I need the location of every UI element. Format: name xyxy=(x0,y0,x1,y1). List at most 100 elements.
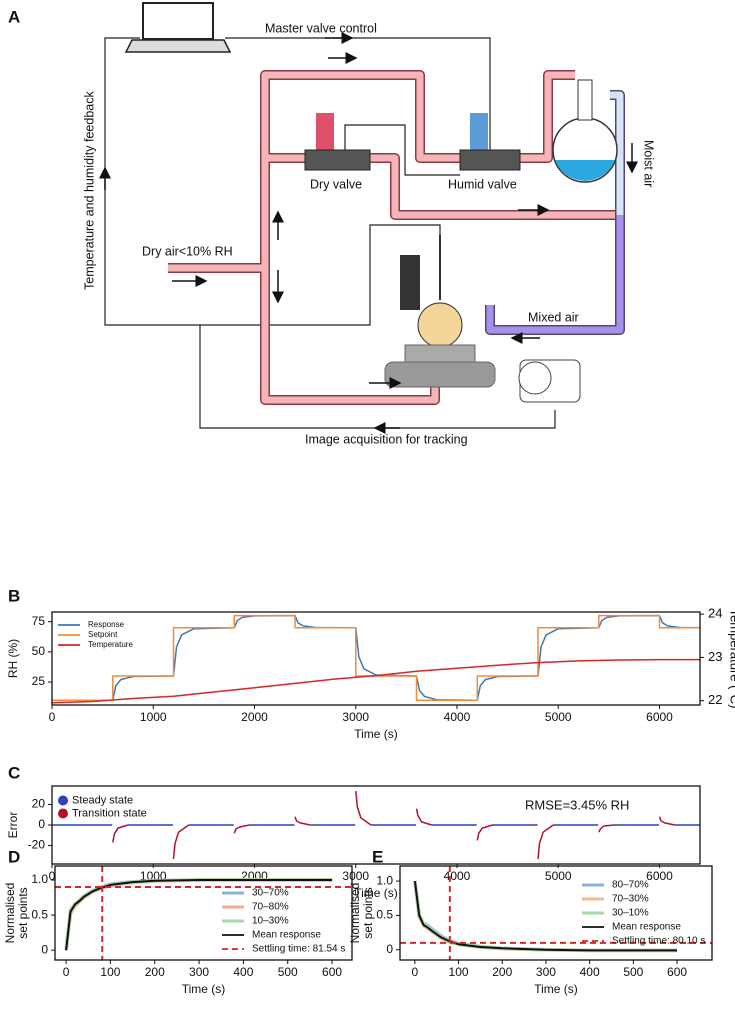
diagram-label: Temperature and humidity feedback xyxy=(82,91,96,290)
panel-label: D xyxy=(8,847,20,866)
x-axis-label: Time (s) xyxy=(182,982,226,996)
x-tick-label: 500 xyxy=(278,965,298,979)
plot-frame xyxy=(51,785,701,865)
panel-label: A xyxy=(8,7,20,26)
legend-label: 70–80% xyxy=(252,902,289,913)
diagram-label: Image acquisition for tracking xyxy=(305,432,468,446)
x-tick-label: 0 xyxy=(49,710,56,724)
y-tick-label: 75 xyxy=(32,614,46,628)
diagram-label: Dry valve xyxy=(310,177,362,191)
plot-frame xyxy=(51,611,701,706)
panel-label: C xyxy=(8,763,20,782)
legend-label: 70–30% xyxy=(612,894,649,905)
y-tick-label: 1.0 xyxy=(31,872,48,886)
x-axis-label: Time (s) xyxy=(354,727,398,741)
diagram-label: Moist air xyxy=(642,140,656,187)
diagram-label: Dry air<10% RH xyxy=(142,244,233,258)
series-line xyxy=(52,658,700,704)
legend-label: Response xyxy=(88,620,125,629)
y-tick-label: -20 xyxy=(28,838,46,852)
x-tick-label: 200 xyxy=(145,965,165,979)
legend-marker xyxy=(58,795,68,806)
annotation: RMSE=3.45% RH xyxy=(525,797,629,812)
humid-valve xyxy=(459,149,521,171)
y-tick-label: 50 xyxy=(32,644,46,658)
x-tick-label: 500 xyxy=(623,965,643,979)
x-axis-label: Time (s) xyxy=(534,982,578,996)
x-tick-label: 4000 xyxy=(444,869,471,883)
setup-diagram: A Master valve control Tem xyxy=(8,2,656,446)
legend-marker xyxy=(58,808,68,819)
pipes xyxy=(168,70,625,405)
legend-label: 80–70% xyxy=(612,880,649,891)
x-tick-label: 5000 xyxy=(545,710,572,724)
y2-tick-label: 24 xyxy=(708,606,722,621)
y2-tick-label: 23 xyxy=(708,649,722,664)
stand xyxy=(400,255,420,310)
valve-coil xyxy=(316,113,334,150)
y-tick-label: 20 xyxy=(32,797,46,811)
y-axis-label: RH (%) xyxy=(6,639,20,678)
x-tick-label: 400 xyxy=(233,965,253,979)
y-tick-label: 25 xyxy=(32,674,46,688)
pipe-mixed xyxy=(486,215,624,334)
legend-label: Transition state xyxy=(72,807,147,819)
image-wire xyxy=(199,325,556,429)
legend-label: Mean response xyxy=(612,922,681,933)
y-tick-label: 1.0 xyxy=(376,873,393,887)
laptop-screen xyxy=(142,2,214,40)
x-tick-label: 4000 xyxy=(444,710,471,724)
diagram-label: Mixed air xyxy=(528,310,579,324)
legend-label: Steady state xyxy=(72,794,133,806)
plot: D 0 100 200 300 400 500 600 0 0.5 1.0 Time (s) Norma… xyxy=(3,847,353,996)
x-tick-label: 6000 xyxy=(646,710,673,724)
laptop-base xyxy=(124,39,232,53)
x-tick-label: 6000 xyxy=(646,869,673,883)
series-line xyxy=(52,614,700,701)
legend-label: 30–10% xyxy=(612,908,649,919)
panel-label: B xyxy=(8,586,20,605)
arrows xyxy=(99,32,638,434)
diagram-label: Humid valve xyxy=(448,177,517,191)
y-tick-label: 0 xyxy=(41,942,48,956)
y-tick-label: 0 xyxy=(386,942,393,956)
water xyxy=(555,160,615,181)
x-tick-label: 200 xyxy=(492,965,512,979)
x-tick-label: 100 xyxy=(100,965,120,979)
legend-label: Settling time: 81.54 s xyxy=(252,944,345,955)
pipe-outline xyxy=(168,70,620,405)
x-tick-label: 0 xyxy=(49,869,56,883)
x-axis-label: Time (s) xyxy=(354,886,398,900)
x-tick-label: 5000 xyxy=(545,869,572,883)
y-tick-label: 0.5 xyxy=(31,907,48,921)
diagram-label: Master valve control xyxy=(265,21,377,35)
x-tick-label: 0 xyxy=(63,965,70,979)
feedback-wire xyxy=(104,37,441,326)
y-axis-label: set points xyxy=(361,887,375,938)
series-line xyxy=(112,791,675,859)
x-tick-label: 1000 xyxy=(140,710,167,724)
x-tick-label: 2000 xyxy=(241,710,268,724)
ball xyxy=(417,302,463,348)
plot-frame xyxy=(399,865,713,961)
legend-label: 30–70% xyxy=(252,888,289,899)
x-tick-label: 300 xyxy=(536,965,556,979)
master-wire xyxy=(225,37,491,150)
lens xyxy=(518,361,552,395)
pipe-moist xyxy=(610,91,624,215)
legend-label: 10–30% xyxy=(252,916,289,927)
base xyxy=(384,361,496,388)
x-tick-label: 0 xyxy=(412,965,419,979)
x-tick-label: 100 xyxy=(449,965,469,979)
y-axis-label: Normalised xyxy=(348,883,362,944)
valve-wire xyxy=(344,124,460,176)
y2-axis-label: Temperature (°C) xyxy=(728,609,735,709)
plot: B 0 1000 2000 3000 4000 5000 6000 25 50 75 22 23 24 Ti… xyxy=(6,586,735,741)
plot-frame xyxy=(54,865,353,961)
x-tick-label: 3000 xyxy=(342,869,369,883)
series-line xyxy=(52,614,700,701)
x-tick-label: 400 xyxy=(580,965,600,979)
